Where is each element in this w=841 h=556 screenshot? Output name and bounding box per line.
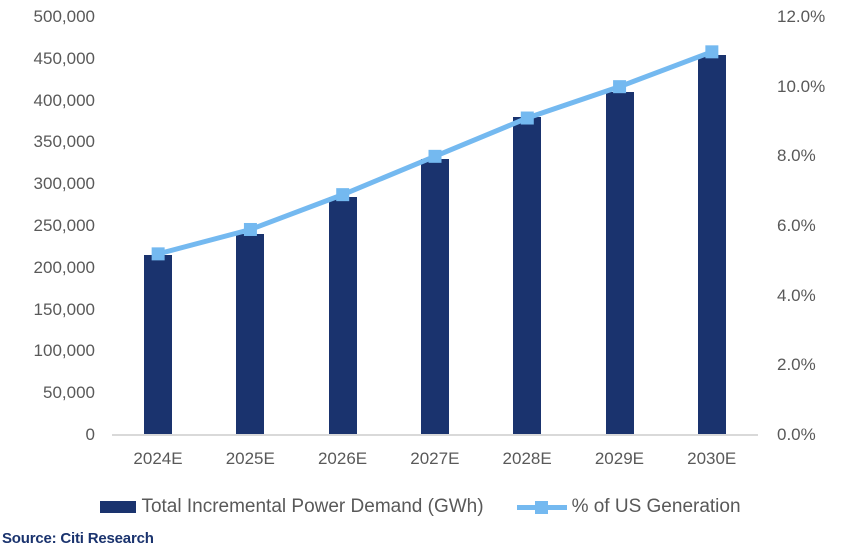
line-series-swatch-icon — [516, 499, 567, 515]
x-axis-label-2029E: 2029E — [594, 449, 644, 468]
bar-series-swatch-icon — [100, 501, 137, 513]
left-axis-tick-label: 350,000 — [33, 132, 95, 152]
x-axis-baseline — [112, 434, 758, 436]
left-axis-tick-label: 0 — [85, 425, 95, 444]
bar-2029E — [605, 92, 634, 435]
bar-2025E — [236, 234, 265, 435]
right-axis-tick-label: 8.0% — [777, 146, 816, 166]
left-axis-tick-label: 150,000 — [33, 299, 95, 319]
right-axis-tick-label: 2.0% — [777, 355, 816, 375]
left-axis-tick-label: 300,000 — [33, 174, 95, 194]
right-axis-tick-label: 4.0% — [777, 285, 816, 305]
x-axis-label-2027E: 2027E — [410, 449, 460, 468]
left-axis-tick-label: 200,000 — [33, 257, 95, 277]
legend-item-bar-series: Total Incremental Power Demand (GWh) — [100, 496, 484, 518]
bar-2026E — [328, 196, 357, 435]
bar-2027E — [421, 159, 449, 435]
bar-2028E — [513, 117, 542, 435]
right-axis-tick-label: 12.0% — [777, 7, 826, 26]
right-axis-tick-label: 10.0% — [777, 76, 826, 96]
bar-2030E — [697, 54, 726, 435]
x-axis-label-2024E: 2024E — [133, 449, 183, 468]
x-axis-label-2030E: 2030E — [687, 449, 737, 468]
left-axis-tick-label: 450,000 — [33, 48, 95, 68]
legend-item-line-series: % of US Generation — [516, 496, 741, 518]
x-axis-label-2028E: 2028E — [502, 449, 552, 468]
line-marker-2029E — [613, 80, 627, 94]
left-axis-tick-label: 500,000 — [33, 7, 95, 26]
source-note: Source: Citi Research — [2, 530, 154, 547]
legend-label-bar-series: Total Incremental Power Demand (GWh) — [141, 496, 484, 517]
right-axis-tick-label: 0.0% — [777, 425, 816, 444]
line-swatch-square-marker — [534, 501, 548, 514]
left-axis-tick-label: 400,000 — [33, 90, 95, 110]
x-axis-label-2025E: 2025E — [225, 449, 275, 468]
right-axis-tick-label: 6.0% — [777, 216, 816, 235]
legend: Total Incremental Power Demand (GWh) % o… — [0, 496, 841, 518]
left-axis-tick-label: 50,000 — [43, 383, 95, 403]
legend-label-line-series: % of US Generation — [571, 496, 741, 517]
bar-2024E — [144, 255, 173, 435]
x-axis-label-2026E: 2026E — [317, 449, 368, 468]
left-axis-tick-label: 100,000 — [33, 341, 95, 361]
left-axis-tick-label: 250,000 — [33, 216, 95, 235]
